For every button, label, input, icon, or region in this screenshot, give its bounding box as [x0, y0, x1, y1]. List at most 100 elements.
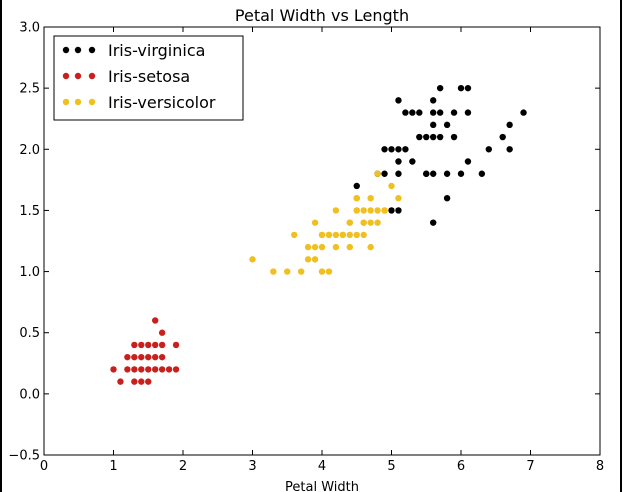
data-point [423, 133, 430, 141]
x-tick-label: 6 [457, 459, 465, 474]
data-point [430, 109, 437, 116]
data-point [388, 207, 395, 214]
legend-marker [62, 46, 70, 54]
data-point [353, 195, 360, 202]
y-tick-label: 2.5 [19, 82, 40, 97]
x-tick-label: 3 [248, 459, 256, 474]
data-point [311, 243, 319, 251]
data-point [325, 231, 333, 239]
data-point [416, 109, 423, 116]
legend-marker [74, 46, 82, 54]
data-point [443, 170, 451, 177]
data-point [436, 133, 444, 141]
data-point [436, 109, 444, 116]
data-point [374, 219, 381, 226]
data-point [430, 133, 437, 141]
data-point [165, 366, 173, 373]
series-iris-versicolor [249, 170, 402, 275]
data-point [395, 170, 402, 177]
x-tick-label: 7 [526, 459, 534, 474]
data-point [318, 268, 326, 275]
data-point [131, 341, 138, 349]
data-point [499, 133, 506, 141]
data-point [506, 121, 513, 129]
data-point [443, 195, 451, 202]
data-point [304, 256, 312, 263]
data-point [360, 231, 367, 239]
series-iris-setosa [110, 317, 180, 385]
data-point [402, 109, 409, 116]
data-point [457, 84, 465, 92]
data-point [381, 207, 388, 214]
data-point [145, 341, 152, 349]
data-point [388, 182, 395, 190]
data-point [291, 231, 298, 239]
data-point [388, 146, 395, 153]
data-point [332, 231, 340, 239]
data-point [430, 97, 437, 104]
data-point [346, 231, 353, 239]
data-point [332, 243, 340, 251]
data-point [506, 146, 513, 153]
data-point [297, 268, 305, 275]
y-tick-label: 1.0 [19, 265, 40, 280]
data-point [443, 121, 451, 129]
x-tick-label: 5 [387, 459, 395, 474]
data-point [395, 97, 402, 104]
data-point [395, 207, 402, 214]
chart-title: Petal Width vs Length [235, 6, 409, 25]
data-point [117, 378, 124, 385]
data-point [339, 231, 347, 239]
data-point [270, 268, 277, 275]
data-point [124, 353, 131, 361]
data-point [138, 341, 145, 349]
legend-entry: Iris-setosa [62, 67, 190, 86]
data-point [360, 207, 367, 214]
y-tick-label: 0.5 [19, 326, 40, 341]
legend-marker [62, 98, 70, 106]
series-iris-virginica [353, 84, 527, 226]
data-point [381, 170, 388, 177]
data-point [332, 207, 340, 214]
legend-entry: Iris-virginica [62, 41, 205, 60]
data-point [311, 256, 319, 263]
data-point [124, 366, 131, 373]
data-point [152, 353, 159, 361]
data-point [145, 378, 152, 385]
legend-marker [88, 98, 96, 106]
data-point [367, 219, 374, 226]
data-point [131, 366, 138, 373]
data-point [367, 195, 374, 202]
window-left-edge [0, 0, 2, 492]
data-point [353, 182, 360, 190]
x-tick-label: 8 [596, 459, 604, 474]
data-point [353, 231, 360, 239]
data-point [353, 207, 360, 214]
legend-entry: Iris-versicolor [62, 93, 216, 112]
data-point [416, 133, 423, 141]
data-point [138, 353, 145, 361]
data-point [478, 170, 486, 177]
data-point [158, 341, 166, 349]
data-point [381, 146, 388, 153]
x-tick-label: 2 [179, 459, 187, 474]
data-point [436, 84, 444, 92]
legend-marker [74, 72, 82, 80]
legend: Iris-virginica Iris-setosa Iris-versicolor [53, 35, 244, 121]
data-point [367, 207, 374, 214]
y-tick-label: 3.0 [19, 21, 40, 36]
data-point [346, 219, 353, 226]
data-point [318, 231, 326, 239]
legend-marker [88, 72, 96, 80]
data-point [374, 207, 381, 214]
data-point [464, 109, 472, 116]
window-right-edge [620, 0, 622, 492]
data-point [423, 170, 430, 177]
legend-label: Iris-setosa [108, 67, 190, 86]
data-point [318, 243, 326, 251]
data-point [409, 109, 416, 116]
data-point [430, 219, 437, 226]
x-tick-label: 4 [318, 459, 326, 474]
